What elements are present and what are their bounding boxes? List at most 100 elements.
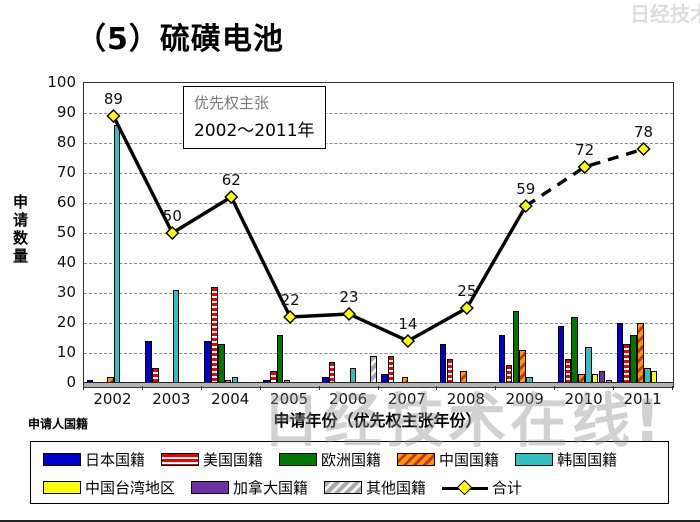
legend-line-swatch	[442, 479, 489, 495]
legend-label: 中国台湾地区	[85, 479, 176, 497]
y-tick-label: 20	[56, 313, 76, 331]
watermark-text-top: 日经技术在线!	[630, 2, 700, 26]
total-point-marker	[577, 160, 592, 174]
y-tick-label: 100	[47, 73, 76, 91]
total-point-marker	[518, 199, 533, 213]
bar-韩国国籍-2002	[113, 125, 121, 383]
legend-item-其他国籍: 其他国籍	[324, 477, 426, 498]
y-axis-title: 申请数量	[11, 194, 29, 266]
legend-item-加拿大国籍: 加拿大国籍	[191, 477, 308, 498]
x-tick-mark	[554, 386, 556, 390]
annotation-line2: 2002～2011年	[194, 121, 315, 141]
x-tick-label: 2005	[270, 390, 309, 408]
gridline	[84, 353, 673, 354]
gridline	[84, 203, 673, 204]
y-tick-label: 30	[56, 283, 76, 301]
gridline	[84, 263, 673, 264]
bar-日本国籍-2004	[204, 341, 211, 383]
x-tick-mark	[141, 386, 143, 390]
legend-label: 合计	[492, 479, 523, 497]
total-point-marker	[283, 310, 298, 324]
total-point-marker	[636, 142, 651, 156]
bar-美国国籍-2008	[446, 359, 454, 383]
y-tick-label: 40	[56, 253, 76, 271]
x-tick-label: 2011	[623, 390, 662, 408]
bar-美国国籍-2004	[211, 287, 218, 383]
bar-日本国籍-2011	[616, 323, 624, 383]
total-point-marker	[400, 334, 415, 348]
legend-item-中国台湾地区: 中国台湾地区	[43, 477, 175, 498]
legend-row-1: 日本国籍 美国国籍 欧洲国籍 中国国籍 韩国国籍	[43, 449, 633, 470]
total-point-marker	[459, 301, 474, 315]
legend-label: 日本国籍	[85, 451, 146, 469]
x-tick-mark	[495, 386, 497, 390]
total-value-label: 14	[398, 315, 418, 333]
legend-label: 韩国国籍	[557, 451, 618, 469]
legend-row-2: 中国台湾地区 加拿大国籍 其他国籍 合计	[43, 477, 538, 498]
priority-claim-annotation: 优先权主张 2002～2011年	[183, 86, 326, 149]
bar-美国国籍-2006	[328, 362, 336, 383]
legend-swatch	[191, 481, 230, 494]
chart-title: （5）硫磺电池	[76, 22, 284, 57]
legend-swatch	[324, 481, 363, 494]
bar-欧洲国籍-2009	[512, 311, 519, 383]
bar-韩国国籍-2010	[585, 347, 592, 383]
bar-中国国籍-2009	[519, 350, 526, 383]
x-axis-title: 申请年份（优先权主张年份）	[273, 411, 482, 430]
total-value-label: 25	[457, 282, 477, 300]
bar-美国国籍-2007	[387, 356, 395, 383]
total-value-label: 62	[221, 171, 241, 189]
x-tick-label: 2003	[152, 390, 191, 408]
bar-日本国籍-2003	[145, 341, 152, 383]
bar-韩国国籍-2003	[172, 290, 180, 383]
annotation-line1: 优先权主张	[194, 94, 270, 112]
x-tick-mark	[318, 386, 320, 390]
x-tick-mark	[200, 386, 202, 390]
gridline	[84, 113, 673, 114]
x-tick-label: 2008	[446, 390, 485, 408]
x-tick-mark	[83, 386, 84, 390]
x-axis-baseline	[84, 382, 673, 387]
legend-swatch	[43, 481, 81, 494]
bar-韩国国籍-2006	[349, 368, 356, 383]
bar-中国国籍-2011	[637, 323, 644, 383]
x-tick-mark	[436, 386, 438, 390]
bar-欧洲国籍-2005	[276, 335, 284, 383]
bar-欧洲国籍-2011	[630, 335, 637, 383]
y-tick-label: 80	[56, 133, 76, 151]
bar-欧洲国籍-2010	[571, 317, 578, 383]
total-value-label: 59	[516, 180, 536, 198]
x-tick-mark	[672, 386, 673, 390]
total-value-label: 50	[162, 207, 182, 225]
gridline	[84, 233, 673, 234]
plot-area: 89 50 62 22 23 14 25 59 72 78 优先权主张 2002～2011年	[83, 82, 674, 388]
legend-item-中国国籍: 中国国籍	[397, 449, 499, 470]
bar-美国国籍-2010	[564, 359, 572, 383]
bar-韩国国籍-2011	[644, 368, 651, 383]
applicant-nationality-label: 申请人国籍	[28, 417, 89, 431]
x-tick-label: 2010	[564, 390, 603, 408]
legend-label: 美国国籍	[203, 451, 264, 469]
x-tick-mark	[377, 386, 379, 390]
total-point-marker	[342, 307, 357, 321]
total-point-marker	[224, 190, 239, 204]
total-value-label: 23	[339, 288, 359, 306]
y-tick-label: 50	[56, 223, 76, 241]
y-tick-label: 10	[56, 343, 76, 361]
gridline	[84, 173, 673, 174]
legend-swatch	[279, 453, 318, 466]
bar-日本国籍-2008	[439, 344, 447, 383]
y-tick-label: 90	[56, 103, 76, 121]
bar-其他国籍-2006	[370, 356, 377, 383]
legend-item-美国国籍: 美国国籍	[161, 449, 263, 470]
total-value-label: 89	[103, 90, 123, 108]
x-tick-label: 2004	[211, 390, 250, 408]
bar-美国国籍-2009	[505, 365, 513, 383]
legend-label: 加拿大国籍	[233, 479, 309, 497]
x-tick-mark	[613, 386, 615, 390]
legend-box: 日本国籍 美国国籍 欧洲国籍 中国国籍 韩国国籍 中国台湾地区 加拿大国籍 其他国籍 合计	[30, 441, 669, 504]
total-value-label: 78	[634, 123, 654, 141]
legend-label: 其他国籍	[366, 479, 427, 497]
bar-日本国籍-2009	[498, 335, 506, 383]
